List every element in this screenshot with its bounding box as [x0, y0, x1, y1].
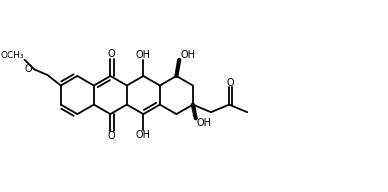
Text: O: O	[227, 78, 234, 88]
Text: OCH₃: OCH₃	[0, 51, 24, 60]
Text: OH: OH	[136, 130, 151, 140]
Text: O: O	[25, 64, 32, 74]
Text: OH: OH	[136, 50, 151, 60]
Text: O: O	[108, 49, 116, 59]
Text: O: O	[108, 131, 116, 141]
Text: OH: OH	[197, 118, 212, 128]
Text: OH: OH	[180, 50, 195, 60]
